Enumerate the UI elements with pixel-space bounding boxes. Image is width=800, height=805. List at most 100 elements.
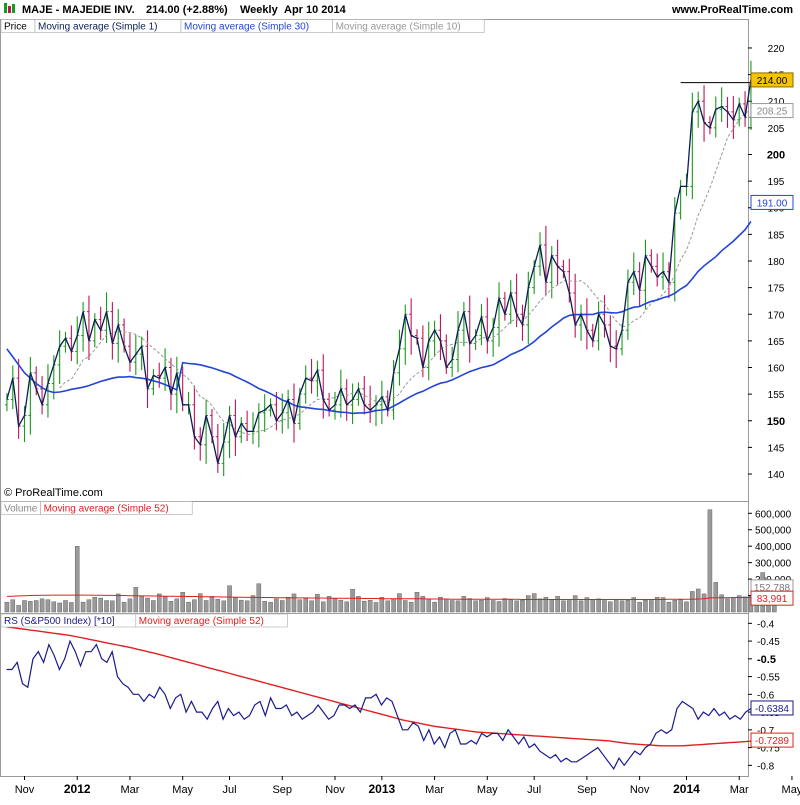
volume-bar — [684, 601, 689, 613]
legend-entry: Moving average (Simple 30) — [184, 22, 309, 33]
volume-bar — [221, 600, 226, 613]
volume-bar — [344, 601, 349, 613]
volume-bar — [133, 587, 139, 613]
sma1-line — [6, 79, 752, 464]
legend-entry: Volume — [4, 504, 38, 515]
volume-bar — [280, 600, 285, 613]
volume-bar — [496, 601, 502, 613]
volume-tick-label: 400,000 — [755, 542, 792, 553]
volume-bar — [736, 595, 742, 613]
volume-bar — [51, 601, 57, 613]
volume-bar — [80, 601, 86, 613]
price-tick-label: 140 — [768, 470, 785, 481]
watermark: © ProRealTime.com — [4, 487, 103, 499]
volume-bar — [543, 596, 549, 613]
volume-bar — [39, 598, 45, 613]
legend-entry: Moving average (Simple 52) — [44, 504, 169, 515]
price-tick-label: 145 — [768, 443, 785, 454]
legend-entry: Price — [4, 22, 27, 33]
volume-bar — [449, 600, 455, 613]
rs-tick-label: -0.75 — [757, 744, 780, 755]
time-tick-label: 2012 — [64, 782, 91, 796]
volume-bar — [555, 596, 560, 613]
time-tick-label: May — [782, 784, 800, 796]
volume-bars — [4, 509, 777, 613]
time-axis: Nov 2012 Mar May Jul Sep Nov 2013 Mar May Jul Sep No… — [15, 776, 800, 796]
volume-bar — [350, 589, 355, 613]
volume-bar — [438, 596, 443, 613]
volume-bar — [10, 599, 16, 613]
volume-bar — [520, 600, 525, 613]
time-tick-label: Sep — [272, 784, 292, 796]
time-tick-label: Nov — [15, 784, 35, 796]
volume-bar — [608, 601, 613, 613]
volume-bar — [291, 593, 297, 613]
volume-bar — [69, 602, 74, 613]
volume-bar — [690, 591, 695, 613]
header-bar — [0, 0, 800, 19]
volume-bar — [414, 592, 420, 613]
legend-entry: Moving average (Simple 52) — [139, 616, 264, 627]
volume-bar — [403, 600, 408, 613]
volume-bar — [508, 599, 513, 613]
header-symbol: MAJE - MAJEDIE INV. — [22, 4, 135, 16]
volume-bar — [203, 600, 209, 613]
volume-bar — [156, 593, 162, 613]
volume-bar — [338, 599, 344, 613]
price-tick-label: 200 — [767, 149, 785, 161]
volume-bar — [145, 597, 150, 613]
legend-box — [332, 19, 485, 33]
volume-bar — [209, 596, 215, 613]
volume-tick-label: 300,000 — [755, 559, 792, 570]
volume-bar — [139, 596, 144, 613]
volume-bar — [678, 599, 683, 613]
volume-bar — [660, 597, 666, 613]
volume-bar — [45, 599, 51, 613]
volume-bar — [303, 598, 308, 613]
volume-bar — [326, 596, 332, 613]
price-labels: 214.00 208.25 191.00 — [750, 72, 794, 210]
volume-bar — [502, 598, 508, 613]
volume-bar — [572, 595, 578, 613]
time-tick-label: Nov — [325, 784, 345, 796]
header-date: Apr 10 2014 — [284, 4, 347, 16]
sma10-line — [59, 109, 752, 436]
volume-bar — [356, 596, 361, 613]
volume-bar — [373, 602, 379, 613]
volume-tick-label: 500,000 — [755, 526, 792, 537]
price-value-label: 191.00 — [757, 198, 788, 209]
volume-bar — [379, 596, 385, 613]
volume-bar — [479, 599, 484, 613]
volume-bar — [701, 593, 707, 613]
price-tick-label: 160 — [768, 364, 785, 375]
volume-bar — [4, 601, 10, 613]
price-tick-label: 195 — [768, 177, 785, 188]
price-value-label-box — [750, 194, 794, 210]
volume-bar — [590, 599, 596, 613]
volume-bar — [514, 600, 519, 613]
time-tick-label: Nov — [630, 784, 650, 796]
volume-bar — [121, 601, 127, 613]
volume-bar — [239, 599, 244, 613]
volume-bar — [455, 600, 461, 613]
rs-tick-label: -0.4 — [757, 619, 775, 630]
volume-bar — [531, 593, 537, 613]
volume-bar — [485, 597, 490, 613]
rs-line — [6, 639, 752, 771]
volume-bar — [444, 598, 449, 613]
volume-bar — [631, 597, 637, 613]
volume-bar — [637, 601, 642, 613]
volume-value-label-box — [750, 590, 794, 606]
rs-tick-label: -0.6 — [757, 690, 775, 701]
volume-bar — [127, 598, 133, 613]
volume-bar — [385, 600, 390, 613]
volume-bar — [57, 602, 62, 613]
volume-bar — [613, 598, 619, 613]
volume-bar — [110, 600, 115, 613]
price-tick-label: 180 — [768, 257, 785, 268]
legend-entry: Moving average (Simple 1) — [38, 22, 158, 33]
header-period: Weekly — [240, 4, 279, 16]
price-panel-frame — [0, 19, 749, 502]
volume-bar — [151, 600, 156, 613]
